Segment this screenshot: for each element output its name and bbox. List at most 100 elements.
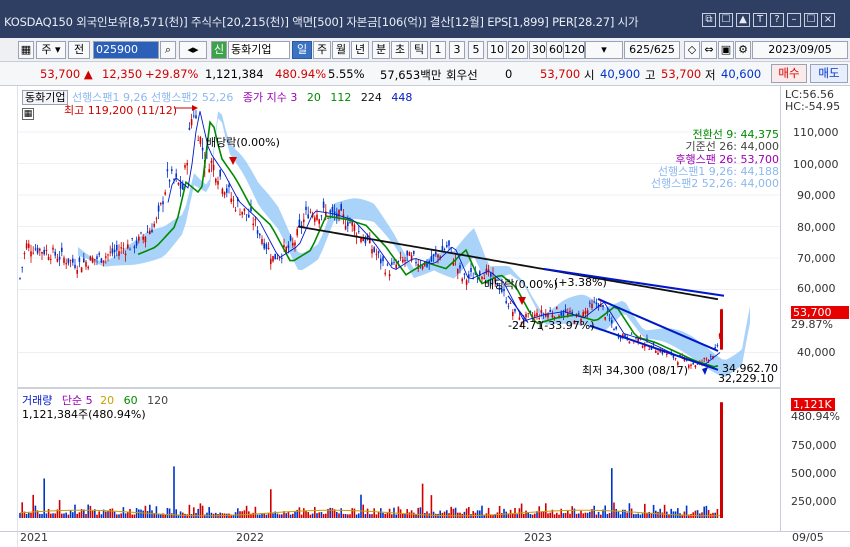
candle-body [23,253,26,255]
scale-icon[interactable]: ⇔ [701,41,717,59]
volume-bar [386,513,389,518]
volume-bar [107,510,109,518]
volume-bar [679,513,681,518]
zoom-icon[interactable]: ◇ [684,41,700,59]
volume-bar [129,508,131,518]
volume-bar [318,512,320,518]
ichimoku-value-lag: 후행스팬 26: 53,700 [675,153,779,166]
candle-body [318,219,320,224]
text-icon[interactable]: T [753,13,767,27]
volume-bar [685,505,688,518]
candle-body [525,314,527,318]
prev-button[interactable]: 전 [68,41,90,59]
candle-body [657,352,659,355]
volume-bar [417,507,419,518]
period-week[interactable]: 주 [313,41,331,59]
sound-icon[interactable]: ◂▸ [179,41,207,59]
period-minute[interactable]: 분 [372,41,390,59]
volume-bar [446,510,448,518]
volume-bar [197,508,199,518]
interval-60[interactable]: 60 [546,41,566,59]
period-month[interactable]: 월 [332,41,350,59]
candle-body [413,251,415,254]
stock-name-field[interactable]: 동화기업 [228,41,290,59]
candle-body [234,210,237,212]
candle-body [707,359,710,361]
candle-body [580,319,582,322]
candle-body [107,254,109,256]
candle-body [553,316,556,319]
save-icon[interactable]: ▣ [718,41,734,59]
search-icon[interactable]: ⌕ [160,41,176,59]
ma20-legend: 20 [306,91,321,104]
candle-body [595,302,598,304]
candle-body [705,358,708,360]
volume-bar [173,466,175,518]
candle-body [443,249,446,251]
price-axis[interactable]: LC:56.56 HC:-54.95 110,000 100,000 90,00… [780,86,850,531]
stock-code-input[interactable]: 025900 [93,41,159,59]
link-icon[interactable]: ⧉ [702,13,716,27]
candle-body [182,184,184,190]
interval-dropdown[interactable]: ▾ [585,41,623,59]
chart-area[interactable]: 동화기업 선행스팬1 9,26 선행스팬2 52,26 종가 지수 3 20 1… [18,86,780,531]
period-tick[interactable]: 틱 [410,41,428,59]
candle-body [655,350,657,353]
price-change: 12,350 [102,67,143,81]
interval-120[interactable]: 120 [563,41,585,59]
candle-body [30,251,32,257]
candle-body [375,254,378,255]
interval-10[interactable]: 10 [487,41,507,59]
period-day[interactable]: 일 [292,41,312,59]
window-icon[interactable]: ☐ [719,13,733,27]
interval-5[interactable]: 5 [468,41,484,59]
volume-bar [413,512,415,518]
volume-bar [320,511,323,518]
candle-body [483,277,485,280]
minimize-icon[interactable]: – [787,13,801,27]
volume-bar [331,508,334,518]
sell-button[interactable]: 매도 [810,64,848,83]
interval-3[interactable]: 3 [449,41,465,59]
buy-button[interactable]: 매수 [771,64,807,83]
high-value: 53,700 [661,67,702,81]
chart-type-select[interactable]: 주 ▾ [36,41,66,59]
volume-bar [289,514,292,518]
volume-bar [78,512,81,518]
volume-bar [254,506,257,518]
max-annotation: 최고 119,200 (11/12) [64,104,178,117]
close-icon[interactable]: × [821,13,835,27]
candle-body [472,278,474,280]
candle-body [116,244,118,251]
candle-body [261,238,263,244]
date-field[interactable]: 2023/09/05 [752,41,848,59]
interval-20[interactable]: 20 [508,41,528,59]
help-icon[interactable]: ? [770,13,784,27]
period-year[interactable]: 년 [351,41,369,59]
candle-body [694,365,697,368]
candle-body [461,278,463,282]
volume-bar [608,512,611,518]
volume-bar [160,514,162,518]
candle-body [109,251,111,253]
up-icon[interactable]: ▲ [736,13,750,27]
price-chart-svg[interactable] [18,86,780,531]
interval-1[interactable]: 1 [430,41,446,59]
volume-bar [439,510,441,518]
candle-body [637,338,639,342]
candle-body [342,214,345,218]
gear-icon[interactable]: ⚙ [735,41,751,59]
maximize-icon[interactable]: ☐ [804,13,818,27]
volume-bar [452,508,455,518]
chart-type-icon[interactable]: ▦ [18,41,34,59]
candle-body [168,180,171,182]
volume-bar [516,514,518,518]
volume-bar [597,511,600,518]
candle-body [402,259,404,263]
candle-body [602,304,604,307]
period-second[interactable]: 초 [391,41,409,59]
table-icon[interactable]: ▦ [22,108,34,120]
volume-bar [109,508,111,518]
candle-body [195,115,197,119]
candle-body [263,242,265,249]
